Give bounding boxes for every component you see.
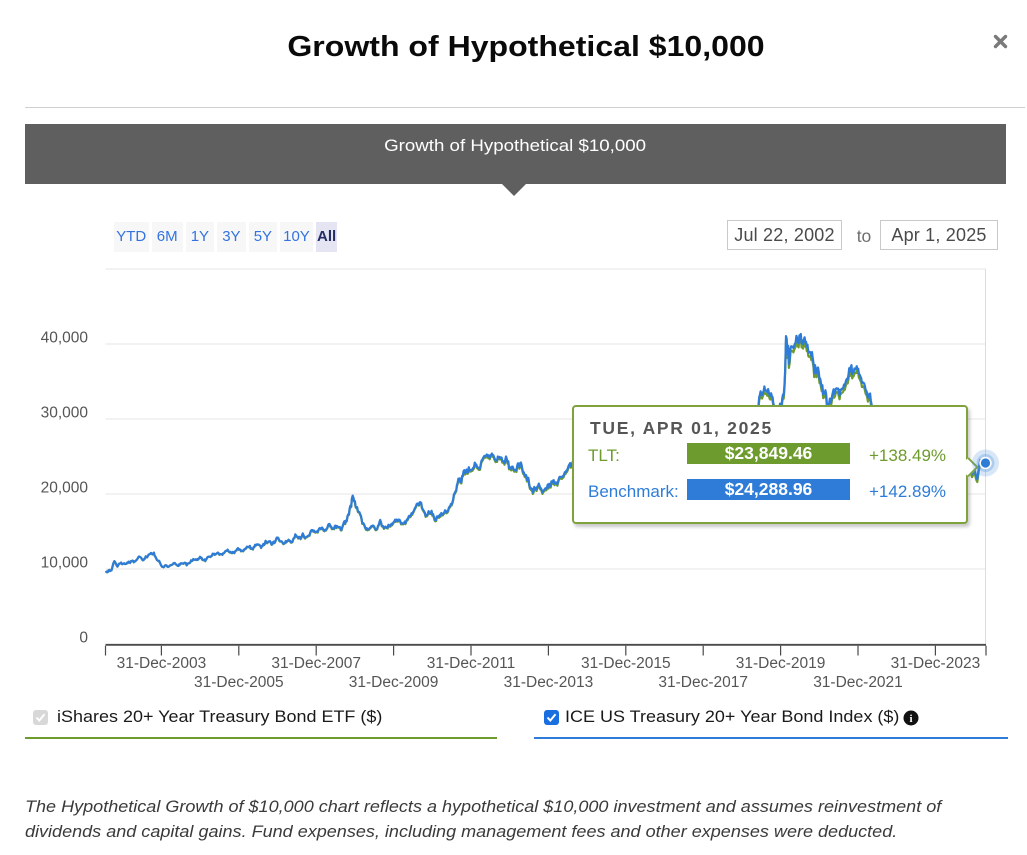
svg-text:20,000: 20,000 xyxy=(41,480,89,497)
svg-text:i: i xyxy=(909,713,912,725)
svg-text:31-Dec-2005: 31-Dec-2005 xyxy=(194,674,284,691)
svg-text:0: 0 xyxy=(79,630,88,647)
svg-text:31-Dec-2015: 31-Dec-2015 xyxy=(581,655,671,672)
svg-text:31-Dec-2009: 31-Dec-2009 xyxy=(349,674,439,691)
svg-text:30,000: 30,000 xyxy=(41,405,89,422)
svg-text:31-Dec-2011: 31-Dec-2011 xyxy=(427,655,515,672)
svg-text:31-Dec-2007: 31-Dec-2007 xyxy=(271,655,361,672)
svg-text:10,000: 10,000 xyxy=(41,555,89,572)
svg-text:31-Dec-2013: 31-Dec-2013 xyxy=(504,674,594,691)
svg-text:40,000: 40,000 xyxy=(41,330,89,347)
svg-text:31-Dec-2017: 31-Dec-2017 xyxy=(658,674,748,691)
svg-text:31-Dec-2003: 31-Dec-2003 xyxy=(117,655,207,672)
svg-text:31-Dec-2019: 31-Dec-2019 xyxy=(736,655,826,672)
svg-text:31-Dec-2021: 31-Dec-2021 xyxy=(813,674,903,691)
svg-text:31-Dec-2023: 31-Dec-2023 xyxy=(891,655,981,672)
